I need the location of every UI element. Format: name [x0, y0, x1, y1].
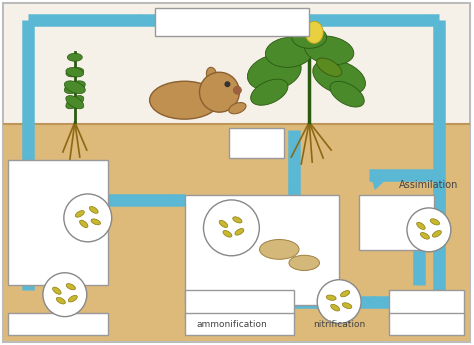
Text: nitrification: nitrification [313, 319, 365, 329]
Ellipse shape [430, 219, 439, 225]
Ellipse shape [67, 53, 82, 61]
Circle shape [64, 194, 112, 242]
Ellipse shape [68, 295, 77, 302]
Ellipse shape [292, 26, 327, 48]
Circle shape [200, 72, 239, 112]
Ellipse shape [66, 284, 75, 290]
Ellipse shape [229, 102, 246, 114]
Text: Assimilation: Assimilation [399, 180, 458, 190]
Ellipse shape [66, 68, 84, 77]
Ellipse shape [223, 230, 232, 237]
Ellipse shape [150, 81, 219, 119]
Ellipse shape [305, 21, 323, 43]
Ellipse shape [342, 303, 352, 308]
Circle shape [317, 280, 361, 324]
Ellipse shape [417, 222, 425, 229]
Ellipse shape [75, 210, 84, 217]
Ellipse shape [91, 219, 100, 225]
Ellipse shape [289, 255, 319, 270]
Ellipse shape [317, 58, 342, 77]
Bar [389, 313, 464, 335]
Ellipse shape [326, 295, 336, 300]
Ellipse shape [241, 253, 268, 266]
Circle shape [43, 273, 87, 317]
Bar [184, 195, 339, 305]
Bar [229, 128, 284, 158]
Bar [4, 4, 469, 124]
Bar [184, 290, 294, 318]
Ellipse shape [64, 81, 85, 93]
Ellipse shape [235, 228, 244, 235]
Ellipse shape [432, 230, 441, 237]
Ellipse shape [64, 81, 85, 93]
Ellipse shape [340, 290, 350, 297]
Ellipse shape [233, 217, 242, 223]
Ellipse shape [206, 67, 217, 81]
Ellipse shape [420, 233, 429, 239]
Bar [359, 195, 434, 250]
Bar [184, 313, 294, 335]
Ellipse shape [331, 304, 339, 311]
Bar [389, 290, 464, 318]
Ellipse shape [304, 36, 354, 65]
Ellipse shape [66, 96, 84, 109]
Ellipse shape [80, 220, 88, 228]
Ellipse shape [330, 81, 364, 107]
Bar [8, 160, 108, 285]
Ellipse shape [56, 297, 65, 304]
Ellipse shape [265, 37, 313, 67]
Ellipse shape [260, 239, 299, 259]
Ellipse shape [219, 220, 228, 227]
Circle shape [233, 86, 241, 94]
Circle shape [224, 81, 230, 87]
Ellipse shape [249, 259, 260, 280]
Ellipse shape [251, 79, 288, 105]
Ellipse shape [313, 60, 365, 95]
Circle shape [407, 208, 451, 252]
Ellipse shape [247, 54, 301, 90]
Bar [155, 8, 309, 36]
Bar [8, 313, 108, 335]
Ellipse shape [53, 287, 61, 294]
Ellipse shape [90, 206, 98, 213]
Ellipse shape [66, 68, 84, 77]
Ellipse shape [66, 96, 84, 109]
Circle shape [203, 200, 259, 256]
Text: ammonification: ammonification [196, 319, 267, 329]
Ellipse shape [298, 263, 310, 287]
Ellipse shape [272, 249, 287, 280]
